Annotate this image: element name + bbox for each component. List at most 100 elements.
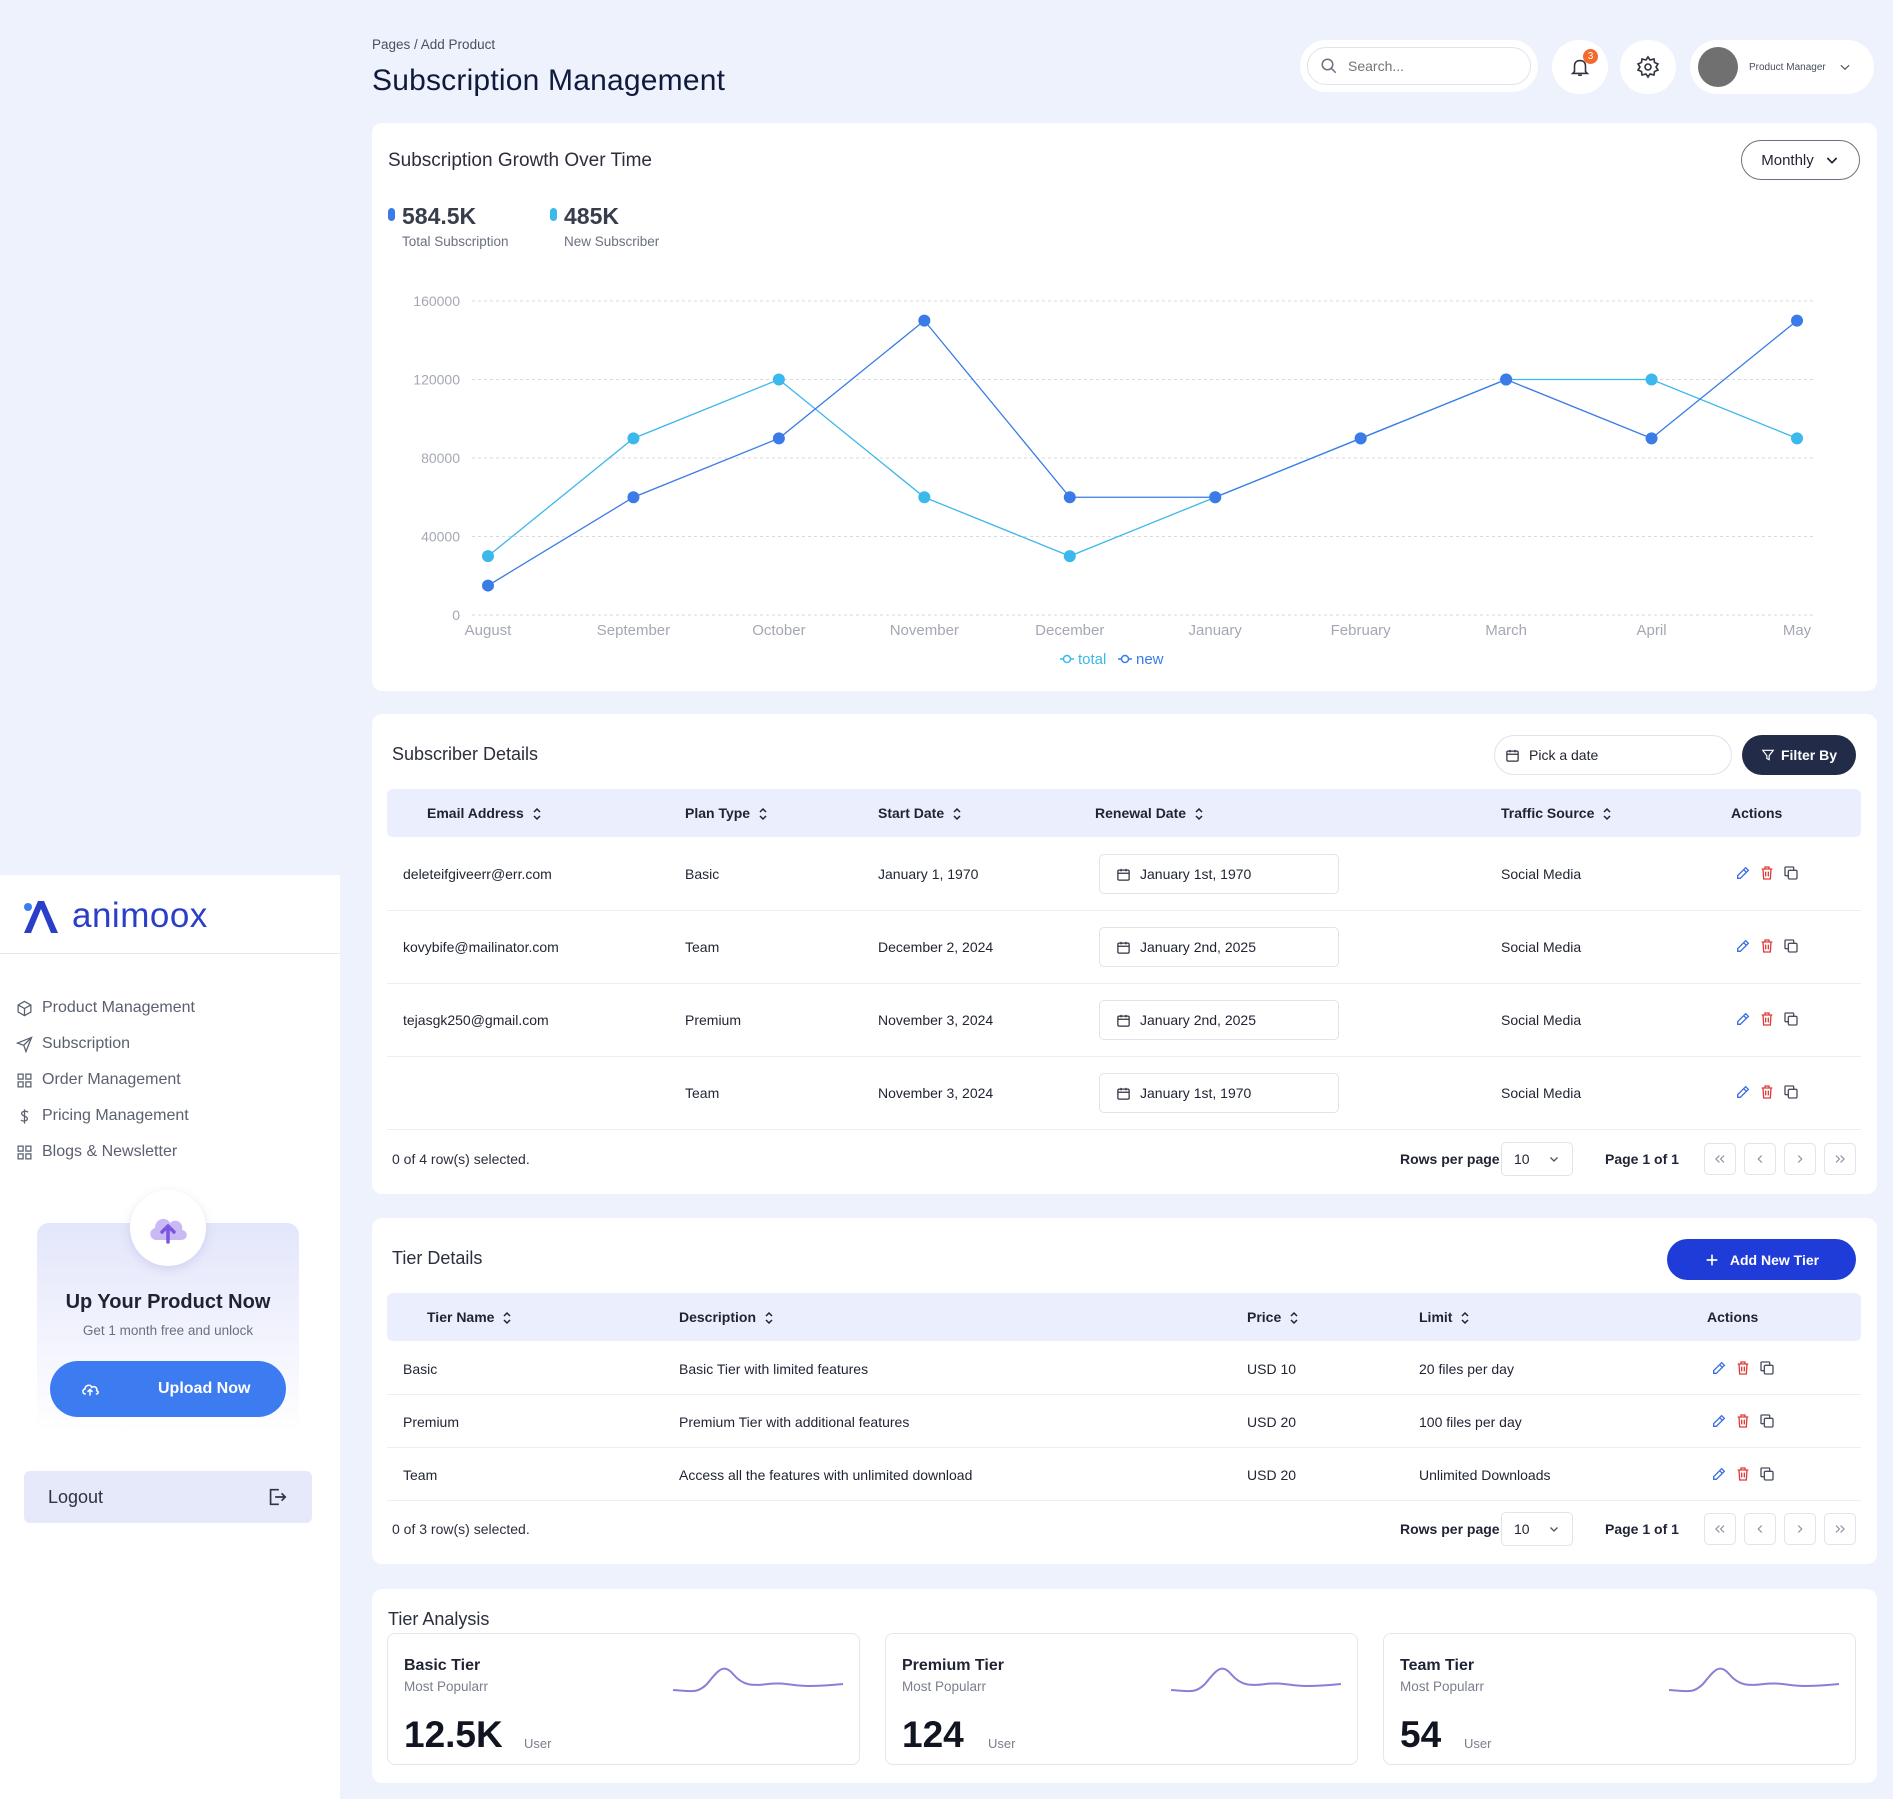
last-page-button[interactable] (1824, 1143, 1856, 1175)
data-point-new[interactable] (918, 314, 931, 327)
edit-icon (1737, 1012, 1750, 1025)
data-point-new[interactable] (482, 579, 494, 592)
settings-button[interactable] (1620, 40, 1676, 94)
sidebar-item-product-management[interactable]: Product Management (16, 990, 195, 1026)
sort-icon (1461, 1312, 1469, 1325)
renewal-date-field[interactable]: January 1st, 1970 (1099, 1073, 1339, 1113)
data-point-new[interactable] (1063, 491, 1076, 504)
column-header-plan-type[interactable]: Plan Type (685, 789, 768, 837)
duplicate-button[interactable] (1755, 1413, 1779, 1429)
brand-logo[interactable]: animoox (20, 895, 208, 937)
data-point-total[interactable] (1791, 432, 1803, 445)
next-page-button[interactable] (1784, 1143, 1816, 1175)
data-point-new[interactable] (1209, 491, 1222, 504)
cell-start-date: November 3, 2024 (878, 1085, 994, 1101)
duplicate-button[interactable] (1755, 1466, 1779, 1482)
data-point-total[interactable] (1645, 373, 1658, 386)
page-info: Page 1 of 1 (1605, 1151, 1679, 1167)
period-dropdown[interactable]: Monthly (1741, 140, 1860, 180)
data-point-total[interactable] (772, 373, 785, 386)
data-point-new[interactable] (1791, 314, 1803, 327)
edit-button[interactable] (1707, 1466, 1731, 1482)
previous-page-button[interactable] (1744, 1143, 1776, 1175)
renewal-date-field[interactable]: January 2nd, 2025 (1099, 927, 1339, 967)
column-header-traffic-source[interactable]: Traffic Source (1501, 789, 1612, 837)
x-tick-label: January (1189, 622, 1243, 639)
renewal-date-value: January 1st, 1970 (1140, 866, 1252, 882)
previous-page-button[interactable] (1744, 1513, 1776, 1545)
edit-button[interactable] (1731, 1084, 1755, 1100)
edit-button[interactable] (1731, 1011, 1755, 1027)
edit-button[interactable] (1707, 1360, 1731, 1376)
first-page-button[interactable] (1704, 1513, 1736, 1545)
duplicate-button[interactable] (1779, 1084, 1803, 1100)
edit-button[interactable] (1707, 1413, 1731, 1429)
sidebar-item-blogs-newsletter[interactable]: Blogs & Newsletter (16, 1134, 195, 1170)
column-header-limit[interactable]: Limit (1419, 1293, 1470, 1341)
notification-badge: 3 (1583, 49, 1598, 64)
delete-button[interactable] (1755, 1084, 1779, 1100)
duplicate-button[interactable] (1779, 938, 1803, 954)
calendar-icon (1117, 941, 1130, 954)
sidebar: animoox Product Management Subscription … (0, 875, 340, 1799)
duplicate-button[interactable] (1779, 865, 1803, 881)
tier-stat-card[interactable]: Premium Tier Most Popularr 124 User (885, 1633, 1358, 1765)
renewal-date-field[interactable]: January 2nd, 2025 (1099, 1000, 1339, 1040)
data-point-new[interactable] (1354, 432, 1367, 445)
sidebar-item-subscription[interactable]: Subscription (16, 1026, 195, 1062)
data-point-total[interactable] (918, 491, 931, 504)
renewal-date-field[interactable]: January 1st, 1970 (1099, 854, 1339, 894)
profile-menu[interactable]: Product Manager (1690, 40, 1874, 94)
cell-tier-name: Team (403, 1467, 438, 1483)
cell-plan-type: Basic (685, 866, 720, 882)
stat-label: New Subscriber (564, 234, 660, 249)
data-point-total[interactable] (1063, 550, 1076, 563)
data-point-total[interactable] (627, 432, 640, 445)
data-point-new[interactable] (1500, 373, 1513, 386)
edit-button[interactable] (1731, 938, 1755, 954)
trash-icon (1761, 1012, 1773, 1026)
add-new-tier-button[interactable]: Add New Tier (1667, 1239, 1856, 1280)
rows-per-page-value: 10 (1514, 1521, 1530, 1537)
data-point-new[interactable] (772, 432, 785, 445)
delete-button[interactable] (1731, 1360, 1755, 1376)
cell-tier-name: Premium (403, 1414, 460, 1430)
tier-stat-card[interactable]: Team Tier Most Popularr 54 User (1383, 1633, 1856, 1765)
column-header-start-date[interactable]: Start Date (878, 789, 962, 837)
legend-label-total[interactable]: total (1078, 651, 1106, 668)
duplicate-button[interactable] (1779, 1011, 1803, 1027)
sidebar-item-order-management[interactable]: Order Management (16, 1062, 195, 1098)
data-point-new[interactable] (1645, 432, 1658, 445)
data-point-new[interactable] (627, 491, 640, 504)
notifications-button[interactable]: 3 (1552, 40, 1608, 94)
logout-button[interactable]: Logout (24, 1471, 312, 1523)
date-picker[interactable]: Pick a date (1494, 735, 1732, 775)
upload-now-button[interactable]: Upload Now (50, 1361, 286, 1417)
column-header-tier-name[interactable]: Tier Name (427, 1293, 512, 1341)
column-header-price[interactable]: Price (1247, 1293, 1299, 1341)
first-page-button[interactable] (1704, 1143, 1736, 1175)
sidebar-item-pricing-management[interactable]: Pricing Management (16, 1098, 195, 1134)
column-header-email[interactable]: Email Address (427, 789, 542, 837)
data-point-total[interactable] (482, 550, 494, 563)
tier-stat-card[interactable]: Basic Tier Most Popularr 12.5K User (387, 1633, 860, 1765)
table-row: kovybife@mailinator.com Team December 2, 2… (387, 911, 1861, 984)
column-header-description[interactable]: Description (679, 1293, 774, 1341)
stat-value: 485K (564, 203, 619, 229)
delete-button[interactable] (1731, 1413, 1755, 1429)
delete-button[interactable] (1755, 938, 1779, 954)
delete-button[interactable] (1731, 1466, 1755, 1482)
last-page-button[interactable] (1824, 1513, 1856, 1545)
delete-button[interactable] (1755, 865, 1779, 881)
search-input[interactable] (1348, 58, 1508, 74)
filter-by-button[interactable]: Filter By (1742, 735, 1856, 775)
duplicate-button[interactable] (1755, 1360, 1779, 1376)
rows-per-page-select[interactable]: 10 (1501, 1512, 1573, 1546)
column-header-renewal-date[interactable]: Renewal Date (1095, 789, 1204, 837)
next-page-button[interactable] (1784, 1513, 1816, 1545)
legend-label-new[interactable]: new (1136, 651, 1164, 668)
edit-button[interactable] (1731, 865, 1755, 881)
cell-start-date: January 1, 1970 (878, 866, 979, 882)
rows-per-page-select[interactable]: 10 (1501, 1142, 1573, 1176)
delete-button[interactable] (1755, 1011, 1779, 1027)
